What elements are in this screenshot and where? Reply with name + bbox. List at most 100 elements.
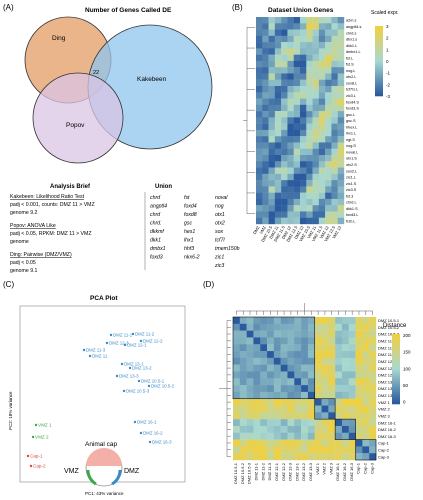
union-gene: dmbx1 — [150, 246, 166, 252]
heatmap-cell — [306, 161, 313, 168]
distance-cell — [280, 405, 288, 413]
distance-cell — [233, 439, 241, 447]
heatmap-cell — [274, 167, 282, 175]
distance-cell — [328, 398, 336, 406]
distance-legend-swatch — [392, 392, 400, 395]
heatmap-legend: Scaled expr. 3 2 1 0 -1 -2 -3 — [371, 10, 399, 99]
distance-cell — [267, 419, 275, 427]
distance-cell — [348, 453, 356, 461]
heatmap-legend-swatch — [375, 86, 383, 89]
distance-cell — [355, 317, 363, 325]
distance-cell — [267, 453, 275, 461]
heatmap-cell — [300, 192, 307, 200]
heatmap-cell — [312, 42, 320, 49]
distance-cell — [280, 439, 288, 447]
distance-cell — [287, 385, 295, 393]
distance-cell — [294, 317, 302, 325]
distance-row-label: Cap-3 — [378, 454, 390, 459]
distance-col-label: DMZ 10.5-2 — [240, 462, 245, 484]
heatmap-row-label: ngt.S — [346, 138, 355, 142]
heatmap-cell — [293, 129, 301, 137]
heatmap-cell — [318, 180, 326, 187]
union-gene: tmem150b — [215, 246, 240, 252]
heatmap-row-label: frzb.L — [346, 219, 356, 223]
heatmap-cell — [262, 35, 269, 43]
distance-cell — [341, 337, 349, 345]
distance-cell — [294, 330, 302, 338]
distance-legend-swatch — [392, 374, 400, 377]
heatmap-cell — [256, 48, 263, 55]
heatmap-cell — [331, 23, 338, 30]
heatmap-cell — [281, 117, 288, 124]
heatmap-cell — [287, 186, 294, 193]
distance-legend-swatch — [392, 356, 400, 359]
heatmap-cell — [268, 211, 276, 218]
heatmap-cell — [337, 217, 345, 225]
distance-cell — [328, 330, 336, 338]
distance-cell — [369, 317, 377, 325]
heatmap-cell — [293, 192, 301, 200]
distance-cell — [260, 432, 268, 440]
heatmap-cell — [287, 136, 294, 143]
distance-cell — [355, 371, 363, 379]
heatmap-cell — [300, 148, 307, 156]
distance-cell — [301, 432, 309, 440]
pca-point-dmz — [123, 343, 127, 347]
heatmap-cell — [312, 86, 320, 93]
distance-legend-swatch — [392, 366, 400, 369]
heatmap-cell — [262, 180, 269, 187]
heatmap-cell — [318, 42, 326, 49]
heatmap-cell — [325, 17, 332, 24]
heatmap-cell — [306, 205, 313, 212]
distance-cell — [362, 432, 370, 440]
heatmap-cell — [337, 155, 345, 162]
distance-cell — [362, 378, 370, 386]
heatmap-row-label: tcf7l1.L — [346, 88, 358, 92]
distance-cell — [294, 425, 302, 433]
venn-center-count: 22 — [93, 70, 99, 76]
distance-cell — [362, 337, 370, 345]
distance-row-label: DMZ 10.5-2 — [378, 325, 400, 330]
distance-row-label: Cap-1 — [378, 441, 390, 446]
distance-cell — [369, 371, 377, 379]
heatmap-row-label: gsc.L — [346, 113, 355, 117]
heatmap-row-label: fst.S — [346, 63, 354, 67]
heatmap-cell — [274, 173, 282, 181]
distance-cell — [369, 337, 377, 345]
distance-legend-swatch — [392, 376, 400, 379]
heatmap-cell — [331, 29, 338, 37]
distance-cell — [328, 439, 336, 447]
distance-legend-swatch — [392, 380, 400, 383]
heatmap-cell — [331, 167, 338, 175]
distance-cell — [341, 330, 349, 338]
heatmap-cell — [287, 148, 294, 156]
heatmap-cell — [274, 35, 282, 43]
analysis-title: Analysis Brief — [50, 184, 91, 190]
distance-cell — [314, 323, 322, 331]
heatmap-cell — [268, 167, 276, 175]
heatmap-cell — [300, 86, 307, 93]
distance-cell — [246, 385, 254, 393]
distance-cell — [348, 337, 356, 345]
distance-row-label: DMZ 16-1 — [378, 420, 397, 425]
heatmap-cell — [274, 186, 282, 193]
distance-cell — [260, 323, 268, 331]
distance-legend-tick: 100 — [403, 366, 411, 371]
heatmap-cell — [287, 17, 294, 24]
distance-cell — [260, 351, 268, 359]
heatmap-cell — [268, 117, 276, 124]
distance-cell — [355, 453, 363, 461]
pca-point-dmz — [105, 341, 109, 345]
heatmap-legend-swatch — [375, 44, 383, 47]
distance-row-label: DMZ 11-2 — [378, 345, 396, 350]
heatmap-cell — [312, 17, 320, 24]
distance-cell — [335, 364, 343, 372]
heatmap-cell — [287, 86, 294, 93]
heatmap-row-label: foxd3.S — [346, 107, 359, 111]
heatmap-cell — [274, 217, 282, 225]
distance-cell — [301, 412, 309, 420]
heatmap-cell — [318, 79, 326, 87]
heatmap-cell — [274, 17, 282, 24]
heatmap-cell — [318, 35, 326, 43]
